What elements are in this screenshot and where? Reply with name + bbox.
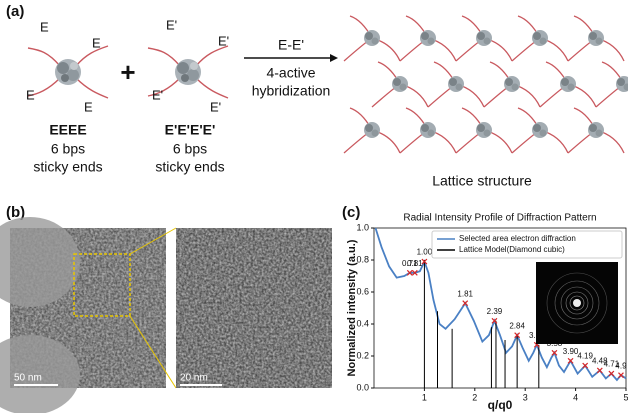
end-label: E xyxy=(26,87,35,102)
end-label: E xyxy=(84,99,93,114)
panel-label: (a) xyxy=(6,3,24,20)
arrow-label: E-E' xyxy=(278,37,304,53)
lattice-node xyxy=(560,76,576,92)
name: EEEE xyxy=(49,122,86,138)
lattice-node xyxy=(364,122,380,138)
x-tick-label: 1 xyxy=(422,392,427,402)
lattice xyxy=(344,16,628,153)
legend-label: Lattice Model(Diamond cubic) xyxy=(459,245,565,254)
legend-label: Selected area electron diffraction xyxy=(459,234,576,243)
arrow-label: 4-active xyxy=(266,65,315,81)
peak-marker xyxy=(597,368,602,373)
x-tick-label: 5 xyxy=(623,392,628,402)
scale-label: 20 nm xyxy=(180,373,208,384)
lattice-caption: Lattice structure xyxy=(432,173,532,189)
y-tick-label: 0.0 xyxy=(356,382,369,392)
lattice-node xyxy=(532,30,548,46)
lattice-node xyxy=(476,122,492,138)
peak-label: 0.81 xyxy=(407,259,423,268)
peak-label: 2.39 xyxy=(487,307,503,316)
lattice-node xyxy=(588,30,604,46)
bps: 6 bps xyxy=(51,141,85,157)
page: {"panel_a": {"label": "(a)", "e_labels":… xyxy=(0,0,628,413)
scale-label: 50 nm xyxy=(14,373,42,384)
bps: 6 bps xyxy=(173,141,207,157)
name: E'E'E'E' xyxy=(165,122,216,138)
lattice-node xyxy=(588,122,604,138)
lattice-node xyxy=(532,122,548,138)
tem-texture xyxy=(176,228,332,388)
diffraction-center xyxy=(573,299,581,307)
y-tick-label: 0.6 xyxy=(356,286,369,296)
panel-label: (c) xyxy=(342,204,360,221)
x-axis-label: q/q0 xyxy=(488,398,513,412)
end-label: E' xyxy=(152,87,163,102)
end-label: E' xyxy=(218,33,229,48)
chart: Radial Intensity Profile of Diffraction … xyxy=(346,213,628,413)
end-label: E' xyxy=(210,99,221,114)
peak-marker xyxy=(609,371,614,376)
end-label: E' xyxy=(166,17,177,32)
x-tick-label: 4 xyxy=(573,392,578,402)
peak-label: 1.00 xyxy=(417,248,433,257)
y-tick-label: 0.4 xyxy=(356,318,369,328)
peak-label: 2.84 xyxy=(509,321,525,330)
sticky-ends: sticky ends xyxy=(33,159,102,175)
lattice-node xyxy=(504,76,520,92)
lattice-node xyxy=(392,76,408,92)
arrow-label: hybridization xyxy=(252,83,331,99)
lattice-node xyxy=(420,30,436,46)
lattice-node xyxy=(616,76,628,92)
peak-label: 4.9 xyxy=(615,361,627,370)
peak-marker xyxy=(583,363,588,368)
legend: Selected area electron diffraction Lattic… xyxy=(432,231,622,258)
y-tick-label: 0.2 xyxy=(356,350,369,360)
end-label: E xyxy=(40,19,49,34)
y-tick-label: 0.8 xyxy=(356,254,369,264)
peak-marker xyxy=(618,373,623,378)
figure: (a) E E E E E' E' E' E' + EEEE 6 bps sti… xyxy=(0,0,628,413)
end-label: E xyxy=(92,35,101,50)
chart-title: Radial Intensity Profile of Diffraction … xyxy=(403,213,596,224)
lattice-node xyxy=(364,30,380,46)
x-tick-label: 3 xyxy=(523,392,528,402)
protein-eeee xyxy=(28,46,108,98)
lattice-node xyxy=(448,76,464,92)
lattice-node xyxy=(476,30,492,46)
peak-label: 1.81 xyxy=(457,289,473,298)
lattice-node xyxy=(420,122,436,138)
arrow-head xyxy=(330,54,338,62)
y-tick-label: 1.0 xyxy=(356,222,369,232)
plus-sign: + xyxy=(120,57,135,87)
x-tick-label: 2 xyxy=(472,392,477,402)
sticky-ends: sticky ends xyxy=(155,159,224,175)
